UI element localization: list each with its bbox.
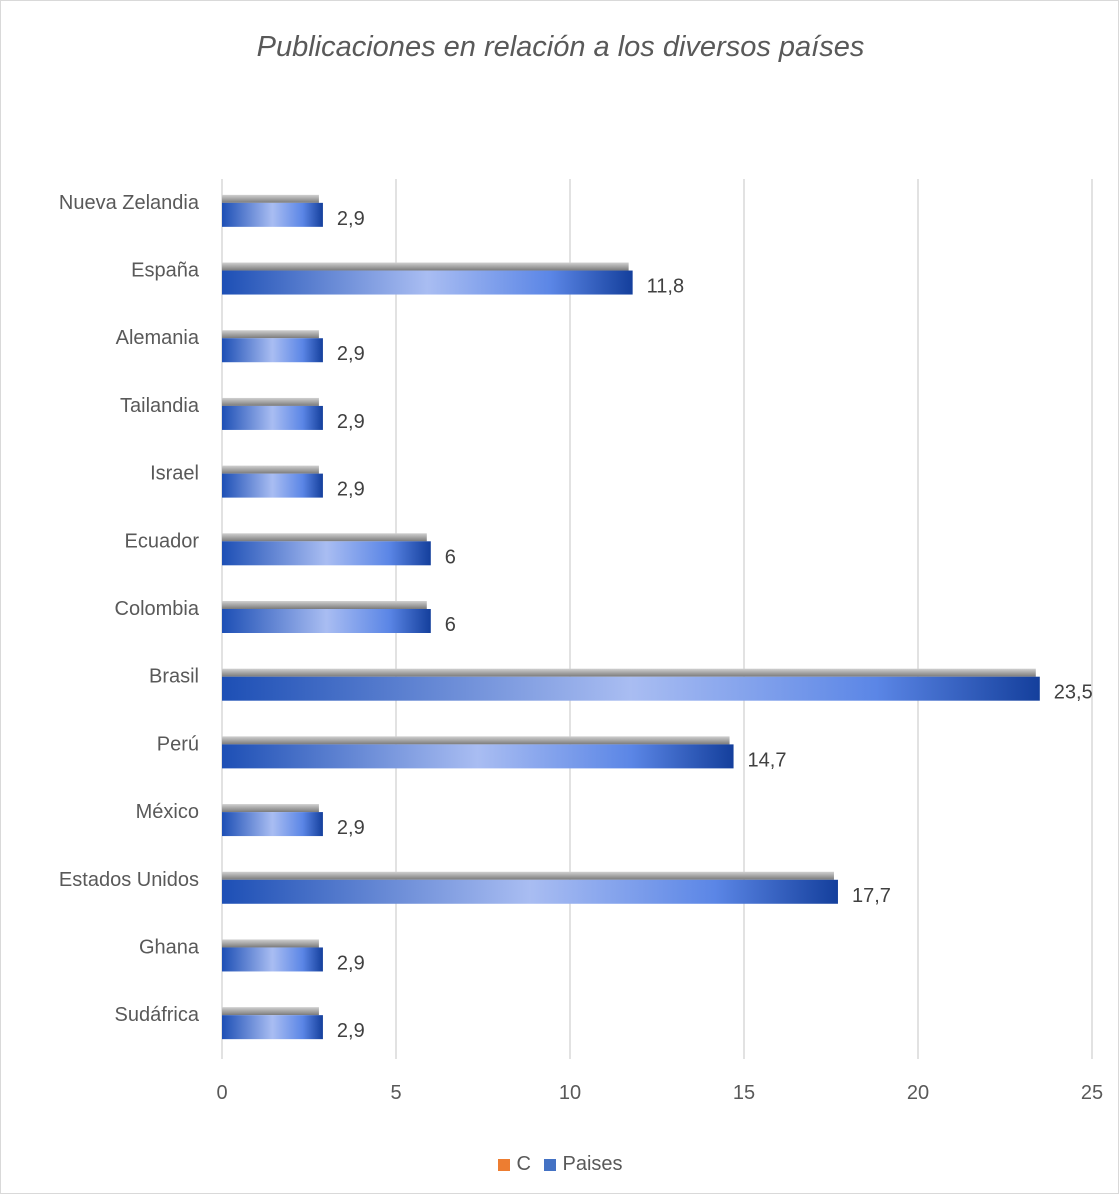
x-tick-label: 10 <box>559 1082 581 1104</box>
bar <box>222 744 734 769</box>
data-label: 11,8 <box>647 276 684 298</box>
category-label: México <box>136 801 199 823</box>
bar-top-face <box>222 1007 319 1016</box>
category-label: Perú <box>157 733 199 755</box>
legend-label-paises: Paises <box>562 1153 623 1175</box>
legend-item-paises: Paises <box>544 1153 623 1176</box>
legend: C Paises <box>1 1153 1119 1177</box>
category-label: Colombia <box>115 598 200 620</box>
bar-top-face <box>222 668 1036 677</box>
category-label: Estados Unidos <box>59 869 199 891</box>
data-label: 23,5 <box>1054 682 1093 704</box>
bars <box>222 194 1040 1040</box>
bar-top-face <box>222 330 319 339</box>
bar <box>222 676 1040 701</box>
category-label: Israel <box>150 463 199 485</box>
x-tick-label: 15 <box>733 1082 755 1104</box>
category-label: Ecuador <box>125 530 200 552</box>
category-label: España <box>131 260 200 282</box>
legend-swatch-paises <box>544 1158 557 1171</box>
bar-top-face <box>222 601 427 609</box>
data-label: 2,9 <box>337 208 365 230</box>
category-labels: Nueva Zelandia España Alemania Tailandia Isr… <box>59 192 200 1026</box>
bar <box>222 947 323 972</box>
data-label: 2,9 <box>337 952 365 974</box>
bar-top-face <box>222 465 319 474</box>
category-label: Nueva Zelandia <box>59 192 200 214</box>
data-label: 2,9 <box>337 411 365 433</box>
data-label: 2,9 <box>337 1020 365 1042</box>
bar-top-face <box>222 804 319 813</box>
category-label: Sudáfrica <box>115 1004 200 1026</box>
bar <box>222 812 323 837</box>
bar <box>222 338 323 363</box>
data-label: 6 <box>445 614 456 636</box>
legend-item-c: C <box>498 1153 531 1176</box>
bar <box>222 609 431 633</box>
bar-top-face <box>222 871 834 880</box>
x-tick-label: 5 <box>390 1082 401 1104</box>
category-label: Alemania <box>116 327 200 349</box>
data-labels: 2,9 11,8 2,9 2,9 2,9 6 6 23,5 14,7 2,9 17,7 2,9 2,9 <box>337 208 1093 1042</box>
bar-top-face <box>222 194 319 203</box>
category-label: Brasil <box>149 666 199 688</box>
bar-top-face <box>222 939 319 948</box>
bar <box>222 1015 323 1040</box>
bar-top-face <box>222 262 629 271</box>
bar <box>222 879 838 904</box>
data-label: 17,7 <box>852 885 891 907</box>
bar <box>222 202 323 227</box>
data-label: 2,9 <box>337 343 365 365</box>
x-axis-tick-labels: 0 5 10 15 20 25 <box>216 1082 1103 1104</box>
x-tick-label: 20 <box>907 1082 929 1104</box>
bar <box>222 473 323 498</box>
bar-top-face <box>222 397 319 406</box>
legend-swatch-c <box>498 1158 511 1171</box>
category-label: Ghana <box>139 936 200 958</box>
data-label: 2,9 <box>337 817 365 839</box>
data-label: 14,7 <box>748 749 787 771</box>
bar-top-face <box>222 533 427 542</box>
x-tick-label: 0 <box>216 1082 227 1104</box>
category-label: Tailandia <box>120 395 200 417</box>
bar <box>222 541 431 566</box>
legend-label-c: C <box>516 1153 531 1175</box>
chart-title: Publicaciones en relación a los diversos… <box>256 31 865 63</box>
bar <box>222 270 633 295</box>
data-label: 6 <box>445 546 456 568</box>
bar <box>222 405 323 430</box>
bar-top-face <box>222 736 730 745</box>
data-label: 2,9 <box>337 479 365 501</box>
x-tick-label: 25 <box>1081 1082 1103 1104</box>
